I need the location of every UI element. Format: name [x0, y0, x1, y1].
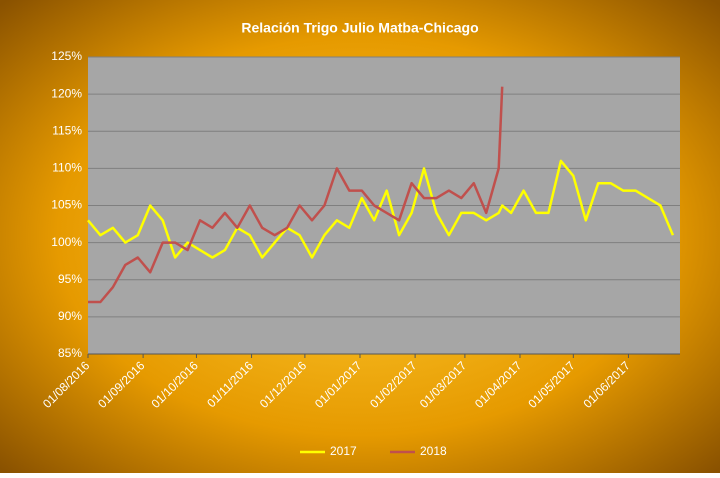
y-tick-label: 85% — [58, 346, 82, 360]
y-tick-label: 115% — [52, 123, 82, 137]
y-tick-label: 110% — [52, 161, 82, 175]
y-tick-label: 120% — [51, 86, 82, 100]
y-tick-label: 100% — [51, 235, 82, 249]
y-tick-label: 105% — [51, 198, 82, 212]
y-tick-label: 95% — [58, 272, 82, 286]
line-series — [87, 159, 675, 259]
legend-label: 2017 — [330, 444, 357, 458]
legend-label: 2018 — [420, 444, 447, 458]
y-tick-label: 90% — [58, 309, 82, 323]
line-series — [88, 86, 504, 304]
y-tick-label: 125% — [51, 49, 82, 63]
chart-title: Relación Trigo Julio Matba-Chicago — [241, 20, 478, 36]
